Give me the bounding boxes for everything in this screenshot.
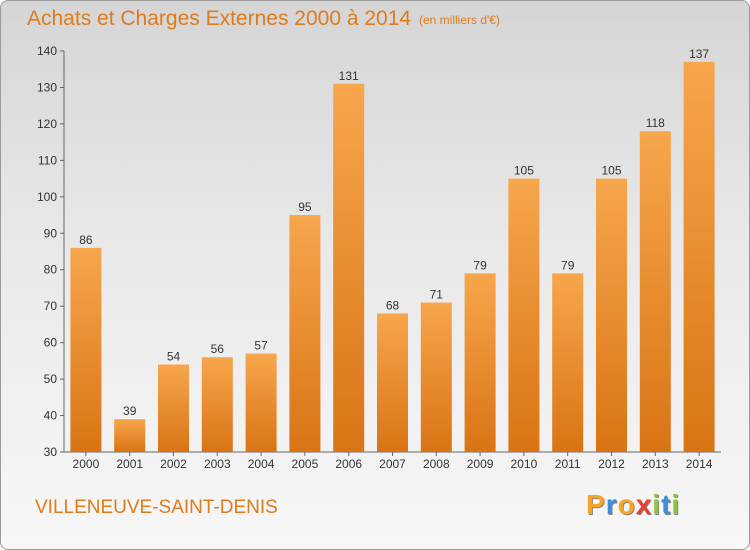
logo-letter: o xyxy=(617,489,636,520)
y-tick-label: 70 xyxy=(44,299,58,313)
value-label: 57 xyxy=(254,339,268,353)
x-tick-label: 2006 xyxy=(335,457,362,471)
x-tick-label: 2014 xyxy=(686,457,713,471)
bar-2004 xyxy=(245,353,277,452)
y-tick-label: 140 xyxy=(37,44,57,58)
value-label: 39 xyxy=(123,404,137,418)
logo-letter: i xyxy=(652,489,662,520)
y-tick-label: 30 xyxy=(44,445,58,459)
bar-2014 xyxy=(683,61,715,452)
bar-2013 xyxy=(639,131,671,452)
x-tick-label: 2004 xyxy=(248,457,275,471)
city-name: VILLENEUVE-SAINT-DENIS xyxy=(35,497,278,518)
y-tick-label: 120 xyxy=(37,117,57,131)
bar-2007 xyxy=(377,313,408,452)
x-tick-label: 2002 xyxy=(160,457,187,471)
x-tick-label: 2012 xyxy=(598,457,625,471)
value-label: 118 xyxy=(646,116,665,130)
y-tick-label: 50 xyxy=(44,372,58,386)
value-label: 56 xyxy=(211,342,225,356)
y-tick-label: 100 xyxy=(37,190,57,204)
bar-2012 xyxy=(596,178,627,452)
bar-2009 xyxy=(464,273,496,452)
y-tick-label: 90 xyxy=(44,226,58,240)
value-label: 86 xyxy=(79,233,93,247)
x-tick-label: 2009 xyxy=(467,457,494,471)
x-tick-label: 2011 xyxy=(555,457,581,471)
x-tick-label: 2013 xyxy=(642,457,669,471)
logo-letter: i xyxy=(671,489,681,520)
x-tick-label: 2005 xyxy=(292,457,319,471)
logo-letter: r xyxy=(605,489,618,520)
bar-2010 xyxy=(508,178,540,452)
x-tick-label: 2001 xyxy=(116,457,143,471)
y-tick-label: 80 xyxy=(44,263,58,277)
chart-subtitle: (en milliers d'€) xyxy=(419,13,500,27)
y-tick-label: 130 xyxy=(37,80,57,94)
logo-letter: P xyxy=(586,489,606,520)
bar-2008 xyxy=(420,302,452,452)
bar-2001 xyxy=(114,419,146,452)
y-tick-label: 60 xyxy=(44,336,58,350)
value-label: 137 xyxy=(689,47,709,61)
bar-2006 xyxy=(333,83,365,453)
y-tick-label: 40 xyxy=(44,409,58,423)
value-label: 95 xyxy=(298,200,312,214)
proxiti-logo: Proxiti xyxy=(586,489,680,521)
value-label: 71 xyxy=(430,288,444,302)
bar-2005 xyxy=(289,215,321,452)
logo-letter: t xyxy=(661,489,672,520)
logo-letter: x xyxy=(635,489,653,520)
bar-2011 xyxy=(552,273,584,452)
value-label: 79 xyxy=(561,258,575,272)
x-tick-label: 2008 xyxy=(423,457,450,471)
bar-2000 xyxy=(70,247,102,452)
x-tick-label: 2010 xyxy=(511,457,538,471)
value-label: 79 xyxy=(473,258,487,272)
value-label: 105 xyxy=(514,164,534,178)
bar-2003 xyxy=(201,357,233,452)
y-tick-label: 110 xyxy=(38,153,57,167)
chart-title: Achats et Charges Externes 2000 à 2014 xyxy=(27,7,412,30)
x-tick-label: 2003 xyxy=(204,457,231,471)
value-label: 54 xyxy=(167,350,181,364)
x-tick-label: 2007 xyxy=(379,457,406,471)
value-label: 105 xyxy=(601,164,621,178)
bar-2002 xyxy=(158,364,189,452)
value-label: 68 xyxy=(386,298,400,312)
x-tick-label: 2000 xyxy=(73,457,100,471)
value-label: 131 xyxy=(339,69,359,83)
